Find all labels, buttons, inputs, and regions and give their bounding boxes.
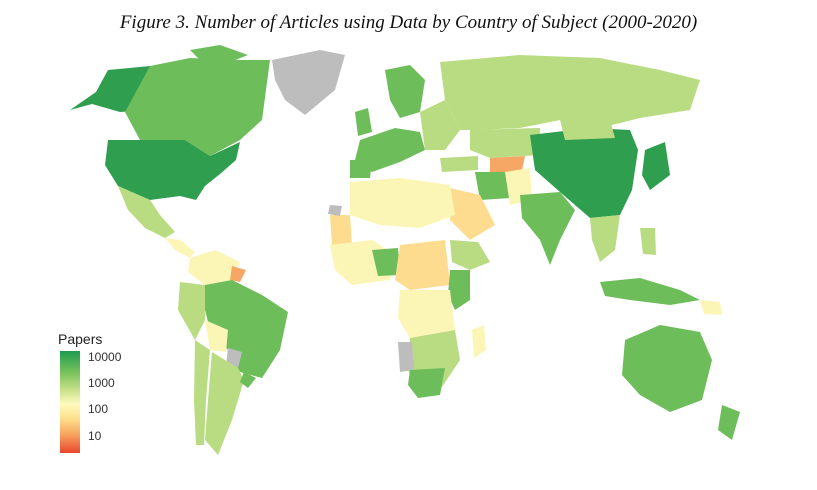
region-western-europe: [355, 128, 425, 172]
region-brazil: [205, 280, 288, 378]
region-eastern-europe: [420, 100, 460, 150]
region-new-zealand: [718, 405, 740, 440]
region-bolivia: [205, 320, 228, 352]
legend-color-bar: [60, 351, 80, 453]
region-nigeria: [372, 248, 400, 276]
region-canada-islands: [190, 45, 248, 62]
region-north-africa: [350, 178, 455, 228]
region-south-africa: [408, 368, 445, 398]
region-argentina: [205, 352, 244, 455]
region-uruguay: [240, 372, 256, 388]
region-papua: [700, 300, 722, 315]
region-western-sahara: [328, 205, 342, 216]
region-usa: [105, 140, 240, 200]
region-arabia: [450, 188, 495, 240]
region-central-africa: [395, 240, 450, 290]
region-philippines: [640, 228, 656, 255]
region-southeast-asia: [590, 215, 620, 262]
figure-title: Figure 3. Number of Articles using Data …: [119, 12, 698, 33]
region-canada: [125, 58, 270, 156]
region-china: [530, 128, 638, 218]
legend-tick-100: 100: [88, 402, 109, 416]
region-kazakhstan: [470, 128, 540, 158]
region-uk: [355, 108, 372, 136]
region-central-america: [165, 238, 195, 258]
region-madagascar: [472, 325, 486, 358]
region-turkey: [440, 156, 478, 172]
region-guianas: [230, 266, 246, 282]
region-iran: [475, 172, 510, 200]
legend-tick-10000: 10000: [88, 350, 122, 364]
legend-title: Papers: [58, 331, 103, 347]
region-australia: [622, 325, 712, 412]
region-mexico: [118, 186, 175, 238]
region-russia: [440, 55, 700, 130]
region-india: [520, 192, 575, 265]
region-mongolia: [560, 120, 615, 140]
legend-tick-10: 10: [88, 429, 102, 443]
region-indonesia: [600, 278, 700, 305]
region-congo: [398, 290, 455, 338]
region-korea-japan: [642, 142, 670, 190]
region-paraguay: [226, 348, 242, 368]
region-greenland: [272, 50, 345, 115]
region-east-africa: [448, 270, 470, 310]
region-ethiopia: [450, 240, 490, 270]
region-peru-ecuador: [178, 282, 205, 340]
region-mauritania: [330, 215, 352, 245]
region-chile: [194, 340, 210, 445]
region-colombia-venezuela: [188, 250, 240, 285]
region-scandinavia: [385, 65, 425, 118]
legend-tick-1000: 1000: [88, 376, 115, 390]
region-namibia: [398, 342, 414, 372]
region-iberia: [350, 160, 372, 178]
